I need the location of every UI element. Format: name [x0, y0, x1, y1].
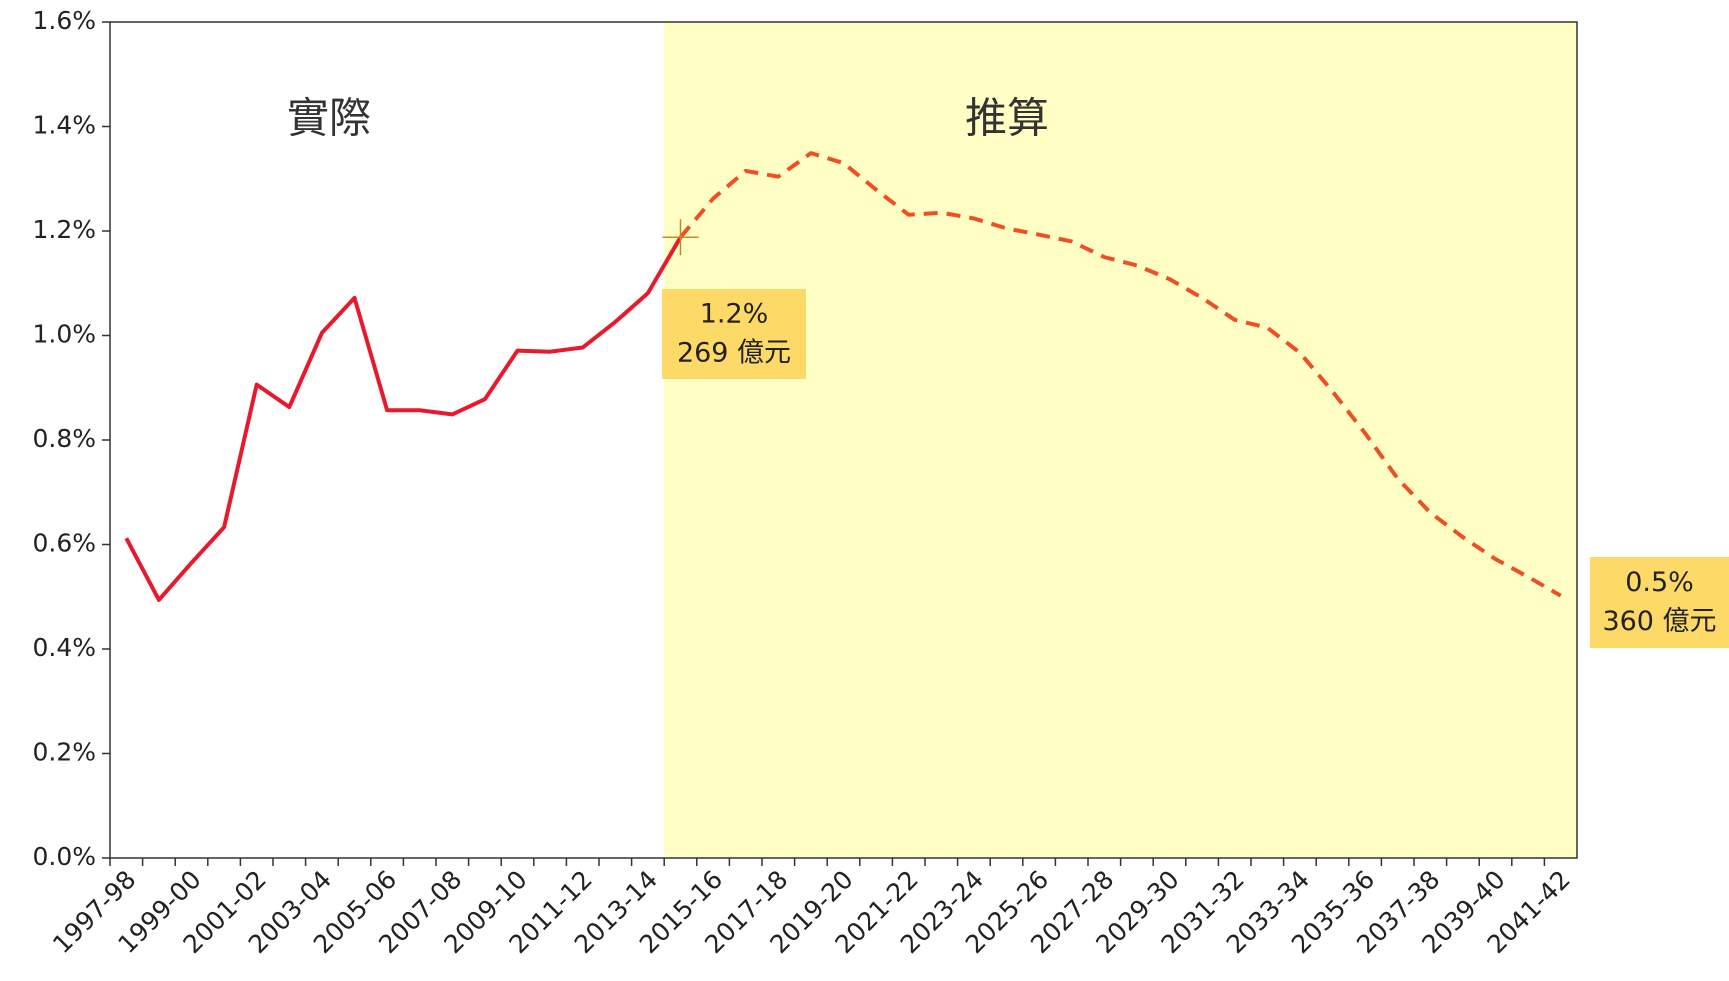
annotation-text: 269 億元: [677, 337, 791, 368]
region-label: 實際: [287, 94, 371, 143]
y-tick-label: 0.4%: [32, 633, 96, 662]
y-tick-label: 1.4%: [32, 111, 96, 140]
background-layer: [664, 22, 1577, 858]
junction-marker: [662, 219, 699, 256]
annotation-box: [662, 289, 806, 379]
annotation-text: 1.2%: [700, 299, 769, 330]
projection-region: [664, 22, 1577, 858]
region-label: 推算: [965, 94, 1049, 143]
y-tick-label: 1.2%: [32, 215, 96, 244]
y-tick-label: 0.0%: [32, 842, 96, 871]
annotation-text: 360 億元: [1602, 606, 1716, 637]
y-tick-label: 0.6%: [32, 529, 96, 558]
annotation-box: [1590, 557, 1729, 648]
y-tick-label: 1.6%: [32, 6, 96, 35]
y-tick-label: 1.0%: [32, 320, 96, 349]
annotation-text: 0.5%: [1625, 567, 1694, 598]
data-line: [124, 236, 683, 602]
y-tick-label: 0.2%: [32, 738, 96, 767]
y-tick-label: 0.8%: [32, 424, 96, 453]
